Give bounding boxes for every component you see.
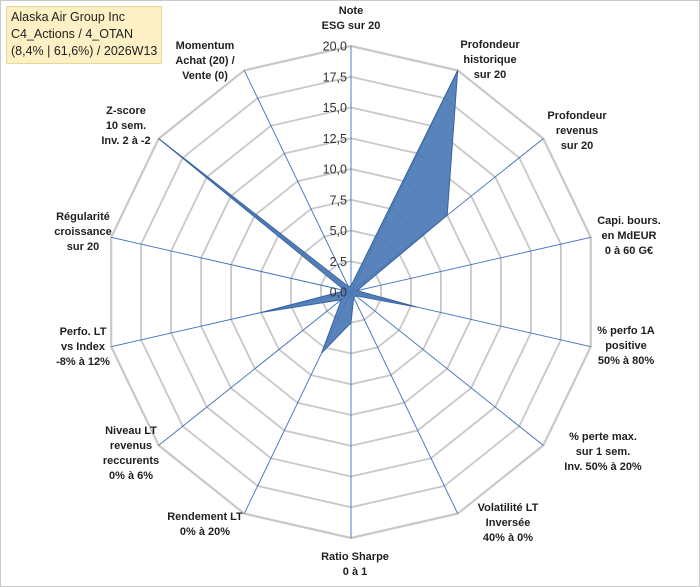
title-portfolio: C4_Actions / 4_OTAN xyxy=(11,27,134,41)
tick-label: 17,5 xyxy=(323,70,347,84)
axis-label: % perte max. sur 1 sem. Inv. 50% à 20% xyxy=(564,431,642,473)
title-stats: (8,4% | 61,6%) / 2026W13 xyxy=(11,44,158,58)
axis-label: Capi. bours. en MdEUR 0 à 60 G€ xyxy=(597,215,661,257)
axis-label: Régularité croissance sur 20 xyxy=(54,211,111,253)
chart-title-box: Alaska Air Group Inc C4_Actions / 4_OTAN… xyxy=(6,6,163,64)
axis-label: Rendement LT 0% à 20% xyxy=(167,511,243,538)
tick-label: 12,5 xyxy=(323,132,347,146)
axis-label: Note ESG sur 20 xyxy=(322,5,381,32)
tick-label: 10,0 xyxy=(323,163,347,177)
axis-spoke xyxy=(350,236,591,293)
radar-tick-labels: 0,0 2,5 5,0 7,5 10,0 12,5 15,0 17,5 20,0 xyxy=(323,40,347,300)
axis-spoke xyxy=(350,291,544,446)
axis-label: Z-score 10 sem. Inv. 2 à -2 xyxy=(101,105,150,147)
tick-label: 0,0 xyxy=(330,286,347,300)
axis-label: % perfo 1A positive 50% à 80% xyxy=(597,325,655,367)
axis-label: Volatilité LT Inversée 40% à 0% xyxy=(478,502,539,544)
axis-label: Perfo. LT vs Index -8% à 12% xyxy=(56,326,110,368)
axis-label: Niveau LT revenus reccurents 0% à 6% xyxy=(103,425,159,482)
axis-spoke xyxy=(158,291,352,446)
tick-label: 20,0 xyxy=(323,40,347,54)
radar-series xyxy=(158,70,459,354)
tick-label: 7,5 xyxy=(330,193,347,207)
axis-label: Ratio Sharpe 0 à 1 xyxy=(321,551,389,578)
radar-axis-labels: Note ESG sur 20 Profondeur historique sur 20… xyxy=(54,5,661,578)
tick-label: 2,5 xyxy=(330,255,347,269)
axis-label: Profondeur revenus sur 20 xyxy=(547,110,607,152)
axis-label: Momentum Achat (20) / Vente (0) xyxy=(175,40,234,82)
tick-label: 15,0 xyxy=(323,101,347,115)
axis-label: Profondeur historique sur 20 xyxy=(460,39,520,81)
tick-label: 5,0 xyxy=(330,224,347,238)
axis-spoke xyxy=(350,291,459,514)
axis-spoke xyxy=(111,236,352,293)
axis-spoke xyxy=(243,70,352,293)
title-company: Alaska Air Group Inc xyxy=(11,10,125,24)
